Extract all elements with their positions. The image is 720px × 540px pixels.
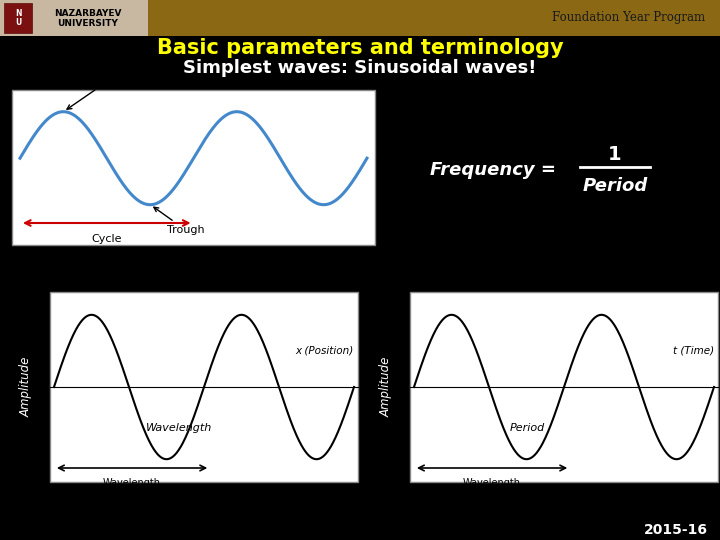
- Text: t (Time): t (Time): [673, 346, 714, 356]
- Text: Simplest waves: Sinusoidal waves!: Simplest waves: Sinusoidal waves!: [184, 59, 536, 77]
- Text: Wavelength: Wavelength: [103, 478, 161, 488]
- Text: Amplitude: Amplitude: [19, 357, 32, 417]
- Text: 1: 1: [608, 145, 622, 164]
- Text: Frequency =: Frequency =: [430, 161, 556, 179]
- Text: x (Position): x (Position): [296, 346, 354, 356]
- Text: Trough: Trough: [154, 207, 204, 235]
- Text: Basic parameters and terminology: Basic parameters and terminology: [157, 38, 563, 58]
- Bar: [0, 0, 720, 36]
- Bar: [410, 292, 718, 482]
- Text: Period: Period: [510, 423, 544, 433]
- Bar: [4, 3, 32, 33]
- Text: 2015-16: 2015-16: [644, 523, 708, 537]
- Text: Crest: Crest: [67, 76, 123, 109]
- Text: Amplitude: Amplitude: [379, 357, 392, 417]
- Bar: [0, 0, 148, 36]
- Text: UNIVERSITY: UNIVERSITY: [58, 18, 118, 28]
- Bar: [50, 292, 358, 482]
- Bar: [12, 90, 375, 245]
- Text: NAZARBAYEV: NAZARBAYEV: [54, 10, 122, 18]
- Text: N
U: N U: [14, 9, 22, 28]
- Text: Period: Period: [582, 177, 647, 195]
- Text: Wavelength: Wavelength: [146, 423, 212, 433]
- Text: Cycle: Cycle: [91, 234, 122, 244]
- Text: Foundation Year Program: Foundation Year Program: [552, 11, 705, 24]
- Text: Wavelength: Wavelength: [463, 478, 521, 488]
